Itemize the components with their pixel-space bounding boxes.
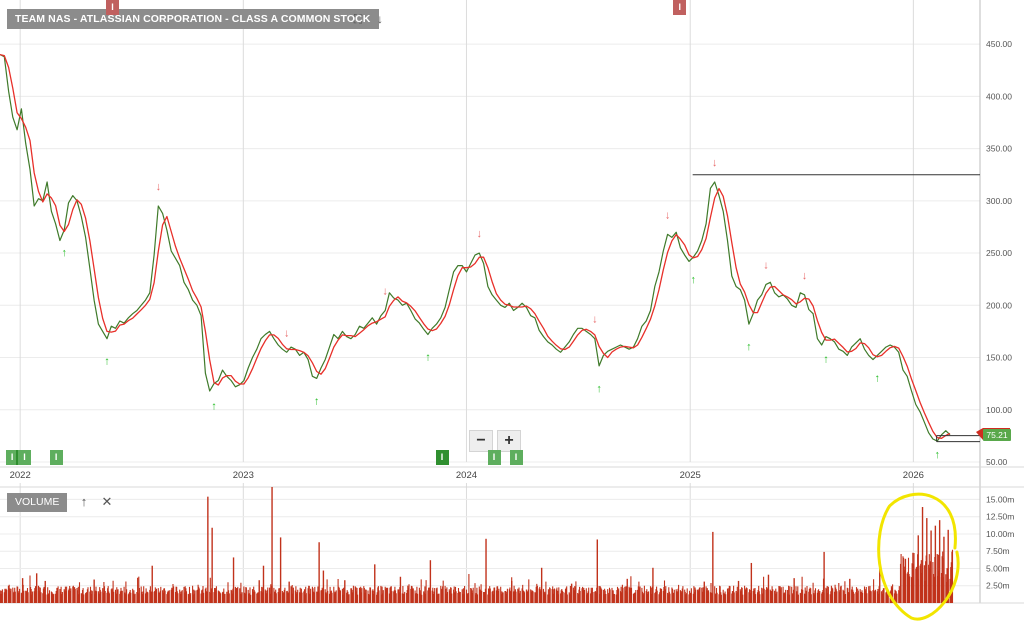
volume-tick-label: 15.00m: [986, 494, 1014, 504]
buy-signal-arrow: ↑: [61, 247, 67, 259]
event-marker[interactable]: I: [18, 450, 31, 465]
event-marker[interactable]: I: [435, 450, 449, 465]
annotation-layer: [877, 492, 960, 621]
y-tick-label: 300.00: [986, 196, 1012, 206]
buy-signal-arrow: ↑: [314, 395, 320, 407]
y-tick-label: 450.00: [986, 39, 1012, 49]
sell-signal-arrow: ↓: [477, 228, 483, 240]
buy-signal-arrow: ↑: [823, 354, 829, 366]
y-tick-label: 350.00: [986, 144, 1012, 154]
x-tick-label: 2026: [903, 470, 924, 481]
sell-signal-arrow: ↓: [802, 270, 808, 282]
price-series: [0, 53, 951, 442]
sell-signal-arrow: ↓: [592, 314, 598, 326]
x-tick-label: 2024: [456, 470, 477, 481]
event-marker[interactable]: I: [106, 0, 119, 15]
arrow-up-icon[interactable]: ↑: [80, 494, 88, 509]
y-tick-label: 100.00: [986, 405, 1012, 415]
volume-tick-label: 10.00m: [986, 529, 1014, 539]
sell-signal-arrow: ↓: [763, 259, 769, 271]
last-price-tag: 75.21: [983, 429, 1011, 441]
y-tick-label: 150.00: [986, 353, 1012, 363]
volume-tick-label: 5.00m: [986, 563, 1010, 573]
volume-bars-base: [0, 549, 954, 603]
download-icon[interactable]: ↓: [377, 12, 383, 26]
close-icon[interactable]: ✕: [101, 494, 113, 509]
event-marker[interactable]: I: [49, 450, 63, 465]
zoom-in-button[interactable]: +: [497, 430, 521, 452]
grid: [0, 0, 980, 603]
y-tick-label: 400.00: [986, 91, 1012, 101]
buy-signal-arrow: ↑: [875, 372, 881, 384]
signal-arrows: ↓ ↓ ↓ ↓ ↓ ↓ ↓ ↓ ↓ ↑ ↑ ↑ ↑ ↑ ↑ ↑ ↑ ↑ ↑ ↑: [61, 157, 940, 461]
volume-label: VOLUME: [7, 493, 68, 512]
y-tick-label: 200.00: [986, 300, 1012, 310]
x-tick-label: 2025: [680, 470, 701, 481]
x-tick-label: 2022: [10, 470, 31, 481]
chart-title: TEAM NAS - ATLASSIAN CORPORATION - CLASS…: [7, 9, 379, 29]
highlight-circle: [877, 492, 960, 621]
x-tick-label: 2023: [233, 470, 254, 481]
buy-signal-arrow: ↑: [746, 341, 752, 353]
horizontal-lines: [692, 174, 1010, 443]
sell-signal-arrow: ↓: [712, 157, 718, 169]
fullscreen-icon[interactable]: ⛶: [353, 12, 363, 26]
price-line: [0, 54, 951, 442]
volume-tick-label: 7.50m: [986, 546, 1010, 556]
buy-signal-arrow: ↑: [211, 401, 217, 413]
sell-signal-arrow: ↓: [382, 286, 388, 298]
moving-average-line: [0, 53, 951, 439]
volume-tick-label: 12.50m: [986, 512, 1014, 522]
volume-tick-label: 2.50m: [986, 581, 1010, 591]
buy-signal-arrow: ↑: [691, 274, 697, 286]
event-marker[interactable]: I: [673, 0, 687, 15]
y-tick-label: 250.00: [986, 248, 1012, 258]
y-tick-label: 50.00: [986, 457, 1008, 467]
sell-signal-arrow: ↓: [665, 209, 671, 221]
buy-signal-arrow: ↑: [596, 383, 602, 395]
sell-signal-arrow: ↓: [284, 327, 290, 339]
zoom-out-button[interactable]: −: [469, 430, 493, 452]
event-marker[interactable]: I: [487, 450, 501, 465]
buy-signal-arrow: ↑: [425, 352, 431, 364]
event-marker[interactable]: I: [509, 450, 523, 465]
event-marker[interactable]: I: [5, 450, 19, 465]
buy-signal-arrow: ↑: [104, 356, 110, 368]
buy-signal-arrow: ↑: [934, 449, 940, 461]
sell-signal-arrow: ↓: [156, 181, 162, 193]
volume-bars: [0, 487, 954, 603]
axes: 50.00 100.00 150.00 200.00 250.00 300.00 350.0…: [0, 0, 1024, 604]
